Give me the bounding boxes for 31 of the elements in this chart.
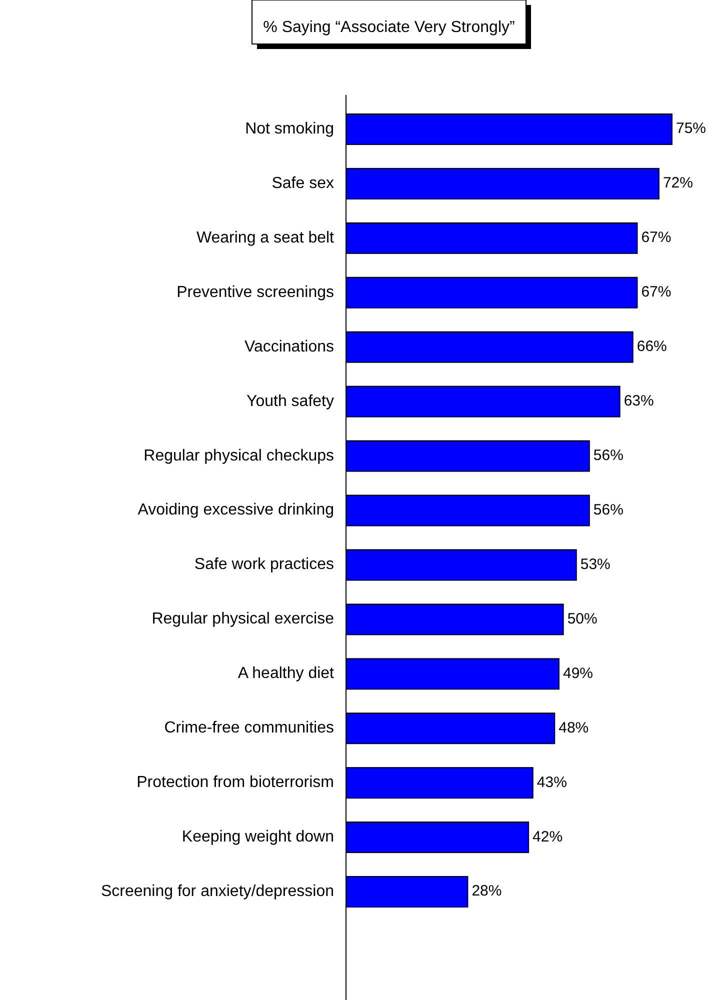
data-label: 28% bbox=[472, 882, 502, 900]
chart-title: % Saying “Associate Very Strongly” bbox=[263, 19, 515, 36]
y-tick-label: Crime-free communities bbox=[164, 720, 334, 737]
y-tick-label: Youth safety bbox=[246, 392, 334, 410]
data-label: 56% bbox=[593, 501, 624, 518]
y-tick-label: Regular physical exercise bbox=[152, 610, 334, 628]
y-tick-label: Regular physical checkups bbox=[144, 447, 334, 464]
y-tick-label: Keeping weight down bbox=[182, 828, 334, 846]
data-label: 66% bbox=[636, 338, 667, 356]
y-tick-label: Preventive screenings bbox=[176, 284, 334, 301]
y-tick-label: Not smoking bbox=[245, 120, 334, 138]
data-label: 56% bbox=[593, 447, 624, 464]
data-label: 53% bbox=[580, 556, 610, 573]
data-label: 72% bbox=[662, 174, 693, 192]
data-label: 48% bbox=[558, 719, 589, 736]
y-tick-label: Vaccinations bbox=[244, 338, 334, 356]
data-label: 49% bbox=[562, 664, 594, 682]
data-label: 67% bbox=[641, 284, 672, 301]
y-tick-label: Screening for anxiety/depression bbox=[100, 882, 334, 900]
y-tick-label: Wearing a seat belt bbox=[196, 229, 335, 246]
data-label: 43% bbox=[536, 774, 567, 791]
data-label: 50% bbox=[567, 610, 598, 628]
data-label: 42% bbox=[532, 828, 563, 846]
y-tick-label: A healthy diet bbox=[238, 665, 335, 682]
y-tick-label: Safe work practices bbox=[194, 556, 334, 574]
y-tick-label: Protection from bioterrorism bbox=[136, 774, 334, 792]
data-label: 75% bbox=[676, 120, 706, 138]
data-label: 63% bbox=[624, 392, 654, 410]
data-label: 67% bbox=[641, 229, 672, 246]
y-tick-label: Safe sex bbox=[272, 174, 334, 192]
y-tick-label: Avoiding excessive drinking bbox=[138, 502, 334, 519]
